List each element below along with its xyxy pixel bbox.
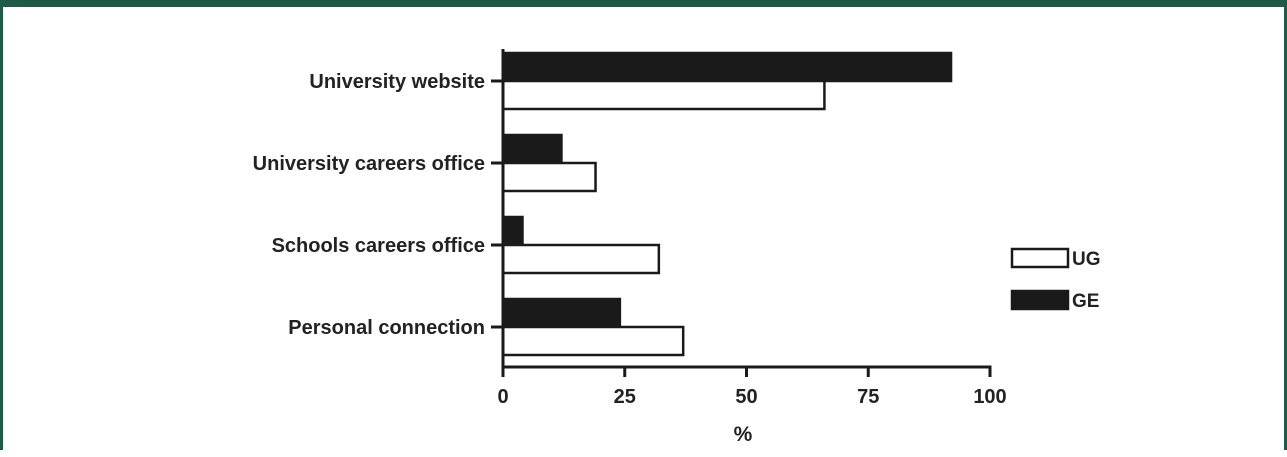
category-labels: University website University careers off… — [253, 71, 485, 339]
bar-ug-4 — [501, 325, 685, 357]
bar-chart: University website University careers off… — [253, 49, 1101, 446]
bars-group — [501, 51, 953, 357]
bar-ge-1 — [501, 51, 953, 83]
x-tick-label: 50 — [735, 386, 757, 408]
x-tick-label: 75 — [857, 386, 879, 408]
bar-ge-3 — [501, 215, 524, 247]
axes-group — [491, 49, 992, 377]
bar-ug-2 — [501, 161, 597, 193]
bar-ge-4 — [501, 297, 622, 329]
bar-ug-1 — [501, 79, 826, 111]
bar-ge-2 — [501, 133, 563, 165]
legend-label-ge: GE — [1072, 291, 1099, 312]
bar-ug-3 — [501, 243, 661, 275]
category-label: Schools careers office — [272, 235, 485, 257]
category-label: University careers office — [253, 153, 485, 175]
x-tick-labels: 0 25 50 75 100 — [497, 386, 1006, 408]
x-axis-label: % — [734, 423, 753, 446]
x-tick-label: 100 — [973, 386, 1006, 408]
legend-label-ug: UG — [1072, 249, 1101, 270]
legend-swatch-ge — [1010, 289, 1070, 311]
x-tick-label: 25 — [614, 386, 636, 408]
legend-swatch-ug — [1010, 247, 1070, 269]
category-label: Personal connection — [288, 317, 485, 339]
legend: UG GE — [1010, 247, 1101, 312]
x-tick-label: 0 — [497, 386, 508, 408]
category-label: University website — [309, 71, 485, 93]
